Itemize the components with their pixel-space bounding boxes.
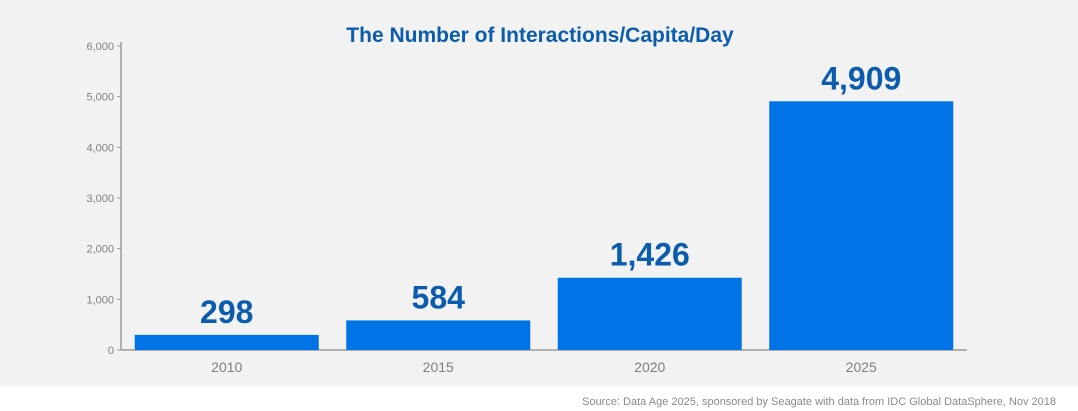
bar-2010 xyxy=(134,334,319,350)
x-axis: 2010 2015 2020 2025 xyxy=(121,349,967,375)
chart-panel: The Number of Interactions/Capita/Day 0 1… xyxy=(0,0,1078,386)
data-labels: 298 584 1,426 4,909 xyxy=(200,60,901,330)
bar-2015 xyxy=(346,320,531,350)
data-label-2025: 4,909 xyxy=(821,60,901,96)
y-tick-label: 4,000 xyxy=(86,142,114,154)
y-tick-label: 2,000 xyxy=(86,244,114,256)
x-tick-label-2015: 2015 xyxy=(423,359,454,375)
x-tick-label-2010: 2010 xyxy=(211,359,242,375)
y-tick-label: 0 xyxy=(108,345,114,357)
chart-title: The Number of Interactions/Capita/Day xyxy=(346,24,734,47)
y-axis: 0 1,000 2,000 3,000 4,000 5,000 6,000 xyxy=(86,41,122,357)
source-note: Source: Data Age 2025, sponsored by Seag… xyxy=(582,396,1056,408)
bars xyxy=(134,101,954,350)
bar-2020 xyxy=(557,277,742,350)
bar-2025 xyxy=(769,101,954,350)
y-tick-label: 1,000 xyxy=(86,294,114,306)
x-tick-label-2025: 2025 xyxy=(846,359,877,375)
y-tick-label: 5,000 xyxy=(86,92,114,104)
x-tick-label-2020: 2020 xyxy=(634,359,665,375)
data-label-2015: 584 xyxy=(412,279,466,315)
y-tick-label: 3,000 xyxy=(86,193,114,205)
bar-chart: The Number of Interactions/Capita/Day 0 1… xyxy=(86,24,967,375)
data-label-2010: 298 xyxy=(200,294,253,330)
data-label-2020: 1,426 xyxy=(610,237,690,273)
y-tick-label: 6,000 xyxy=(86,41,114,53)
